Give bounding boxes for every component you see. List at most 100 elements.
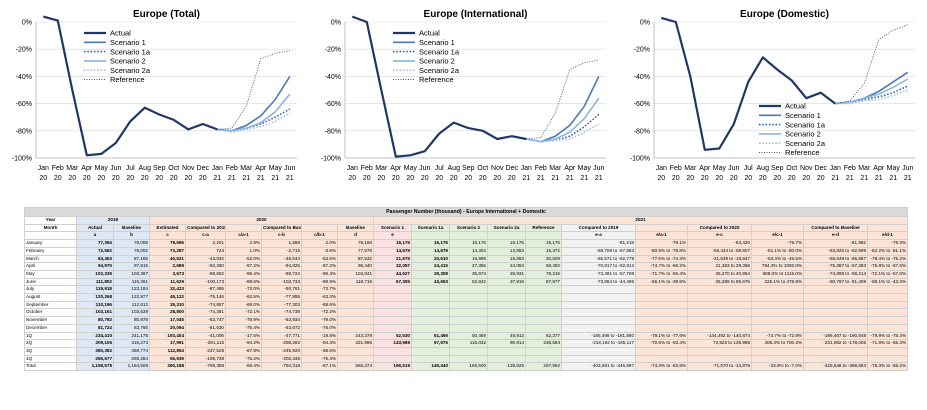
x-tick-label: Jan xyxy=(212,165,223,172)
legend-label: Scenario 1a xyxy=(785,120,826,129)
x-tick-label: Jan xyxy=(830,165,841,172)
table-cell xyxy=(803,293,868,302)
table-cell: 14,304 xyxy=(449,246,488,256)
table-cell: 1,159,575 xyxy=(76,362,114,372)
x-tick-label: Oct xyxy=(168,165,179,172)
table-cell xyxy=(487,316,526,325)
table-cell: -77,855 xyxy=(261,293,302,302)
table-row: September 110,196 112,612 35,310 -74,887 -68.… xyxy=(24,300,909,310)
series-line-scenario-2a xyxy=(217,112,291,133)
table-cell: -245,920 xyxy=(261,346,302,356)
table-cell xyxy=(803,316,868,325)
x-tick-label: May xyxy=(404,165,418,172)
row-label: 3Q xyxy=(24,346,77,356)
x-tick-label: Jul xyxy=(744,165,753,172)
table-cell: 115,361 xyxy=(113,277,150,287)
y-tick-label: -60% xyxy=(325,101,341,108)
table-cell: -77,303 xyxy=(261,300,302,310)
table-cell: 118,715 xyxy=(337,277,374,287)
row-label: February xyxy=(24,246,77,256)
series-line-actual xyxy=(43,15,218,157)
row-label: March xyxy=(24,254,77,264)
table-row: May 102,335 103,397 3,673 -98,662 -96.4% -99,7… xyxy=(24,269,909,279)
table-cell xyxy=(337,285,374,295)
table-row: August 120,268 122,977 45,122 -75,146 -62.5% -… xyxy=(24,293,909,302)
table-cell: -61,218 xyxy=(561,239,636,248)
table-cell xyxy=(337,308,374,318)
table-cell xyxy=(561,285,636,295)
table-cell: 78,008 xyxy=(113,239,150,248)
table-cell: 76,002 xyxy=(113,246,150,256)
table-cell: 21,363 to 29,368 xyxy=(687,262,752,271)
table-cell: -67.1% xyxy=(301,362,338,372)
table-cell: 139,825 xyxy=(487,362,526,372)
table-cell: 243,378 xyxy=(337,331,374,341)
y-tick-label: -80% xyxy=(16,128,32,135)
table-cell xyxy=(751,300,804,310)
table-cell: 358,774 xyxy=(113,346,150,356)
row-label: 1Q xyxy=(24,331,77,341)
table-cell xyxy=(866,354,909,364)
table-cell: -794,318 xyxy=(261,362,302,372)
table-cell: -87,495 xyxy=(185,285,226,295)
header-cell: c xyxy=(149,231,186,241)
x-tick-label: Mar xyxy=(66,165,79,172)
table-cell: -74,361 xyxy=(185,308,226,318)
header-cell xyxy=(866,223,909,233)
x-tick-label: Jul xyxy=(435,165,444,172)
x-tick-year: 20 xyxy=(97,175,105,182)
table-cell: -68,649 to -65,857 xyxy=(803,254,868,264)
x-tick-year: 20 xyxy=(421,175,429,182)
table-cell: -67.8% xyxy=(225,346,262,356)
table-cell xyxy=(561,293,636,302)
table-cell: 112,612 xyxy=(113,300,150,310)
table-row: 2Q 309,106 316,273 17,991 -291,115 -94.2% -298… xyxy=(24,339,909,348)
table-cell xyxy=(561,354,636,364)
table-cell: -89.6% xyxy=(225,277,262,287)
table-cell: -79.1% to -77.6% xyxy=(635,331,688,341)
table-cell: 90,914 xyxy=(487,339,526,348)
table-cell: -144,492 to -140,874 xyxy=(687,331,752,341)
x-tick-year: 20 xyxy=(112,175,120,182)
table-cell: -96.4% xyxy=(301,269,338,279)
table-cell: 69,492 xyxy=(525,262,562,271)
legend-label: Actual xyxy=(785,102,806,111)
x-tick-year: 20 xyxy=(83,175,91,182)
x-tick-label: Dec xyxy=(815,165,828,172)
x-tick-label: Nov xyxy=(182,165,195,172)
x-tick-year: 21 xyxy=(580,175,588,182)
table-cell xyxy=(803,285,868,295)
table-cell: -63,825 to -62,999 xyxy=(803,246,868,256)
y-tick-label: -40% xyxy=(634,74,650,81)
table-cell: 309,106 xyxy=(76,339,114,348)
x-tick-year: 21 xyxy=(904,175,912,182)
table-cell: -77.6% to -74.3% xyxy=(635,254,688,264)
table-cell: -79.3% xyxy=(866,239,909,248)
x-tick-label: May xyxy=(95,165,109,172)
x-tick-year: 20 xyxy=(155,175,163,182)
y-tick-label: -60% xyxy=(16,101,32,108)
table-cell xyxy=(866,285,909,295)
table-cell: -76.0% xyxy=(301,323,338,333)
table-cell xyxy=(687,346,752,356)
table-cell: -3.6% xyxy=(301,246,338,256)
table-cell: -63,420 xyxy=(687,239,752,248)
x-tick-label: Feb xyxy=(535,165,547,172)
header-cell xyxy=(225,223,262,233)
y-tick-label: -100% xyxy=(630,156,650,163)
table-cell: -96.4% xyxy=(225,269,262,279)
chart-title: Europe (Domestic) xyxy=(740,9,829,20)
series-line-actual xyxy=(661,16,836,151)
table-cell: 84,453 xyxy=(76,254,114,264)
header-cell: e/a-1 xyxy=(635,231,688,241)
legend-label: Reference xyxy=(785,148,820,157)
x-tick-year: 20 xyxy=(464,175,472,182)
table-cell: -68.1% to -43.3% xyxy=(866,277,909,287)
table-cell xyxy=(635,300,688,310)
table-cell: 78,168 xyxy=(337,239,374,248)
table-cell xyxy=(635,285,688,295)
table-cell xyxy=(866,300,909,310)
table-cell xyxy=(449,308,488,318)
x-tick-label: Jan xyxy=(347,165,358,172)
table-cell: 28,800 xyxy=(149,308,186,318)
